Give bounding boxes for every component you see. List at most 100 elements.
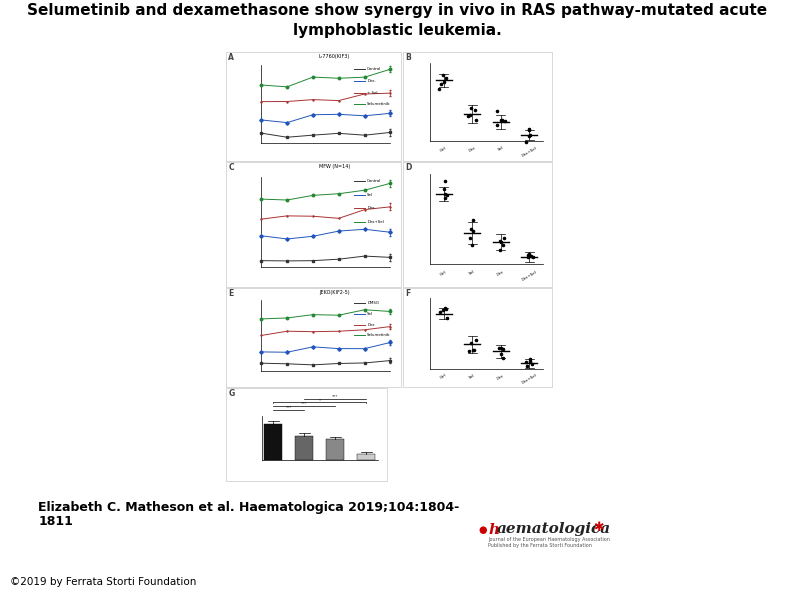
Text: Sel: Sel	[468, 373, 476, 380]
Point	[468, 105, 481, 114]
Bar	[295, 436, 314, 461]
Point	[437, 78, 450, 87]
Point	[522, 131, 535, 141]
Point	[438, 190, 451, 199]
Text: Sel: Sel	[367, 312, 373, 316]
Point	[494, 245, 507, 255]
Point	[439, 73, 452, 83]
Point	[434, 79, 447, 89]
Point	[524, 130, 537, 140]
Text: MFW (N=14): MFW (N=14)	[319, 164, 350, 169]
Point	[491, 106, 503, 115]
Point	[494, 343, 507, 353]
Text: *: *	[318, 398, 321, 402]
Point	[523, 355, 536, 364]
Point	[464, 233, 477, 243]
Text: Control: Control	[367, 179, 382, 183]
Point	[438, 176, 451, 186]
Text: Dex+Sel: Dex+Sel	[367, 220, 384, 224]
Text: Sel: Sel	[367, 193, 373, 197]
Text: Selumetinib and dexamethasone show synergy in vivo in RAS pathway-mutated acute
: Selumetinib and dexamethasone show syner…	[27, 3, 767, 37]
Text: Dex: Dex	[496, 270, 505, 277]
Text: Dex: Dex	[496, 373, 505, 380]
Text: h: h	[488, 522, 499, 537]
Text: Dex: Dex	[367, 206, 375, 210]
Point	[464, 103, 477, 112]
Point	[496, 240, 509, 249]
Point	[464, 338, 477, 347]
Point	[464, 111, 476, 120]
Text: Sel: Sel	[468, 270, 476, 276]
Bar	[264, 424, 283, 461]
Text: B: B	[406, 54, 411, 62]
Point	[441, 313, 453, 322]
Point	[495, 237, 507, 246]
Text: C: C	[229, 163, 234, 172]
Text: Published by the Ferrata Storti Foundation: Published by the Ferrata Storti Foundati…	[488, 543, 592, 547]
Text: DMSO: DMSO	[367, 302, 380, 305]
Point	[496, 345, 509, 354]
Text: Dex: Dex	[367, 322, 375, 327]
Text: E: E	[229, 289, 233, 298]
Point	[519, 358, 532, 367]
Point	[467, 216, 480, 226]
Bar	[403, 162, 552, 287]
Text: Dex+Sel: Dex+Sel	[521, 270, 538, 281]
Point	[440, 304, 453, 314]
Point	[465, 224, 478, 233]
Point	[522, 249, 535, 258]
Text: Ctrl: Ctrl	[440, 146, 448, 153]
Point	[494, 349, 507, 358]
Point	[524, 250, 537, 260]
Bar	[226, 52, 401, 161]
Text: ✱: ✱	[593, 521, 603, 534]
Text: Journal of the European Haematology Association: Journal of the European Haematology Asso…	[488, 537, 610, 543]
Point	[526, 253, 539, 262]
Text: ●: ●	[478, 525, 487, 534]
Point	[441, 190, 453, 199]
Bar	[226, 288, 401, 387]
Bar	[326, 439, 345, 461]
Text: Dex+Sel: Dex+Sel	[521, 146, 538, 158]
Point	[520, 361, 533, 371]
Text: ©2019 by Ferrata Storti Foundation: ©2019 by Ferrata Storti Foundation	[10, 577, 196, 587]
Text: F: F	[406, 289, 410, 298]
Point	[467, 227, 480, 236]
Text: Elizabeth C. Matheson et al. Haematologica 2019;104:1804-: Elizabeth C. Matheson et al. Haematologi…	[38, 501, 460, 514]
Point	[469, 115, 482, 124]
Point	[465, 240, 478, 250]
Bar	[403, 52, 552, 161]
Text: JEKO(KIF2-5): JEKO(KIF2-5)	[319, 290, 350, 295]
Text: aematologica: aematologica	[496, 522, 611, 537]
Bar	[226, 388, 387, 481]
Text: L-7760(KIF3): L-7760(KIF3)	[319, 54, 350, 60]
Point	[467, 345, 480, 355]
Point	[495, 115, 508, 125]
Point	[491, 120, 503, 129]
Point	[523, 356, 536, 365]
Point	[433, 84, 445, 93]
Text: Ctrl: Ctrl	[440, 270, 448, 277]
Text: 1811: 1811	[38, 515, 73, 528]
Point	[492, 343, 505, 353]
Text: Dex+Sel: Dex+Sel	[521, 373, 538, 385]
Point	[438, 303, 451, 313]
Point	[434, 307, 447, 317]
Point	[461, 112, 474, 121]
Text: D: D	[406, 163, 412, 172]
Text: + Sel.: + Sel.	[367, 90, 379, 95]
Text: ***: ***	[301, 402, 307, 406]
Point	[495, 115, 507, 125]
Point	[522, 124, 535, 133]
Point	[468, 345, 481, 355]
Text: Ctrl: Ctrl	[440, 373, 448, 380]
Point	[522, 250, 534, 260]
Point	[437, 184, 450, 194]
Point	[526, 359, 538, 369]
Text: Sel: Sel	[497, 146, 504, 152]
Point	[522, 252, 534, 261]
Bar	[403, 288, 552, 387]
Text: Selumetinib: Selumetinib	[367, 102, 391, 107]
Point	[499, 117, 511, 126]
Point	[438, 193, 451, 203]
